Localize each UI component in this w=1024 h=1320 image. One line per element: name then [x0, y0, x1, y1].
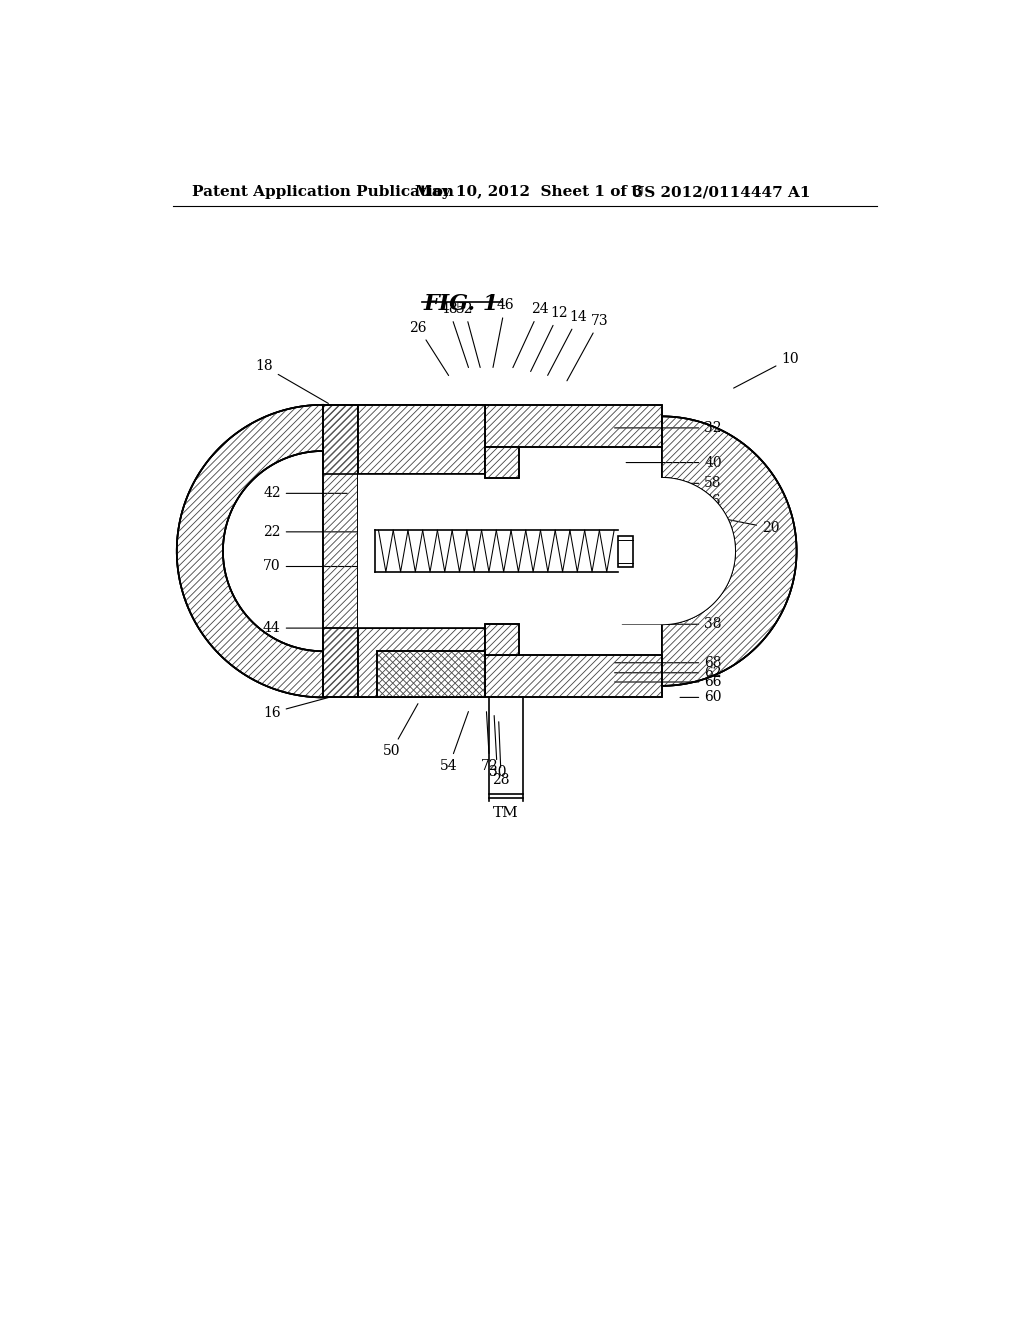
Polygon shape [357, 474, 484, 628]
Text: Patent Application Publication: Patent Application Publication [193, 185, 455, 199]
Text: 24: 24 [513, 302, 549, 368]
Text: 52: 52 [456, 302, 480, 367]
Text: 56: 56 [614, 494, 722, 508]
Text: 26: 26 [410, 321, 449, 375]
Text: 36: 36 [630, 560, 722, 573]
Text: 22: 22 [263, 525, 360, 539]
Text: 44: 44 [263, 622, 347, 635]
Text: 73: 73 [567, 314, 608, 380]
Polygon shape [484, 655, 662, 697]
Polygon shape [323, 628, 484, 697]
Text: 70: 70 [263, 560, 374, 573]
Text: 40: 40 [626, 455, 722, 470]
Polygon shape [177, 405, 323, 697]
Polygon shape [484, 624, 519, 655]
Polygon shape [484, 478, 735, 624]
Text: 30: 30 [488, 715, 506, 779]
Text: 38: 38 [623, 618, 722, 631]
Text: May 10, 2012  Sheet 1 of 3: May 10, 2012 Sheet 1 of 3 [416, 185, 643, 199]
Text: 18: 18 [255, 359, 329, 404]
Text: 12: 12 [530, 306, 568, 371]
Text: 28: 28 [493, 722, 510, 787]
Text: 14: 14 [548, 310, 587, 375]
Polygon shape [323, 405, 484, 474]
Text: 32: 32 [614, 421, 722, 434]
Text: 10: 10 [733, 351, 799, 388]
Text: 66: 66 [614, 675, 722, 689]
Text: FIG. 1: FIG. 1 [424, 293, 500, 315]
Text: 72: 72 [481, 711, 499, 774]
Text: 62: 62 [614, 665, 722, 680]
Text: 68: 68 [614, 656, 722, 669]
Polygon shape [377, 651, 484, 697]
Text: 58: 58 [614, 477, 722, 490]
Polygon shape [484, 447, 519, 478]
Bar [375, 531, 617, 572]
Polygon shape [484, 405, 662, 447]
Text: TM: TM [494, 807, 519, 820]
Text: 64: 64 [626, 536, 722, 550]
Text: 54: 54 [440, 711, 468, 774]
Text: 50: 50 [383, 704, 418, 758]
Text: 60: 60 [680, 690, 722, 705]
Polygon shape [662, 416, 797, 686]
Text: US 2012/0114447 A1: US 2012/0114447 A1 [631, 185, 811, 199]
Polygon shape [357, 628, 484, 697]
Bar [617, 536, 634, 566]
Polygon shape [323, 405, 357, 697]
Text: 46: 46 [493, 298, 514, 367]
Text: 16: 16 [263, 697, 332, 719]
Text: 20: 20 [695, 513, 779, 535]
Text: 42: 42 [263, 486, 347, 500]
Text: 48: 48 [440, 302, 468, 367]
Polygon shape [357, 405, 484, 474]
Bar [488, 697, 523, 793]
